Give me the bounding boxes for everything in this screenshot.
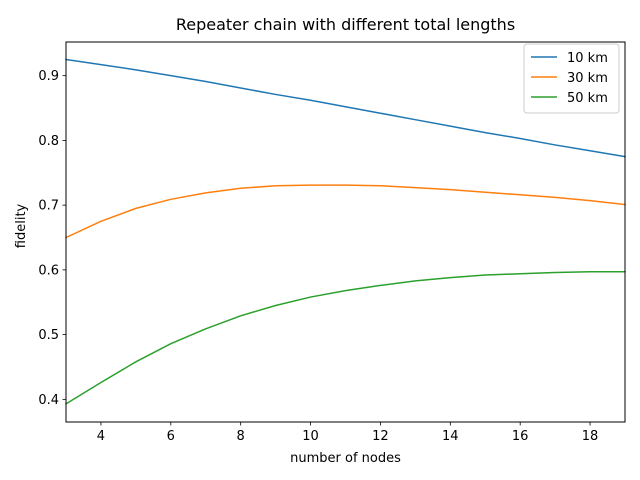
y-tick-label: 0.6: [38, 263, 59, 278]
x-tick-label: 6: [167, 429, 175, 444]
legend-box: [523, 43, 620, 114]
plot-frame: [65, 41, 626, 423]
x-tick-label: 4: [97, 429, 105, 444]
x-tick-label: 8: [237, 429, 245, 444]
plot-lines: [64, 58, 626, 405]
legend-label: 50 km: [567, 91, 608, 106]
x-tick-label: 10: [302, 429, 319, 444]
x-tick-label: 16: [512, 429, 529, 444]
y-tick-label: 0.5: [38, 328, 59, 343]
legend-label: 30 km: [567, 71, 608, 86]
y-axis-ticks: 0.4 0.5 0.6 0.7 0.8 0.9: [38, 69, 66, 408]
x-axis-label: number of nodes: [290, 451, 401, 466]
y-tick-label: 0.4: [38, 393, 59, 408]
series-line-2: [64, 271, 626, 405]
legend: 10 km 30 km 50 km: [523, 43, 620, 114]
x-tick-label: 18: [582, 429, 599, 444]
x-axis-ticks: 4 6 8 10 12 14 16 18: [97, 422, 599, 444]
y-axis-label: fidelity: [14, 203, 29, 248]
legend-label: 10 km: [567, 51, 608, 66]
y-tick-label: 0.9: [38, 69, 59, 84]
series-line-0: [65, 58, 626, 158]
x-tick-label: 14: [442, 429, 459, 444]
series-line-1: [65, 184, 626, 239]
y-tick-label: 0.7: [38, 199, 59, 214]
y-tick-label: 0.8: [38, 134, 59, 149]
chart-title: Repeater chain with different total leng…: [176, 15, 515, 34]
x-tick-label: 12: [372, 429, 389, 444]
